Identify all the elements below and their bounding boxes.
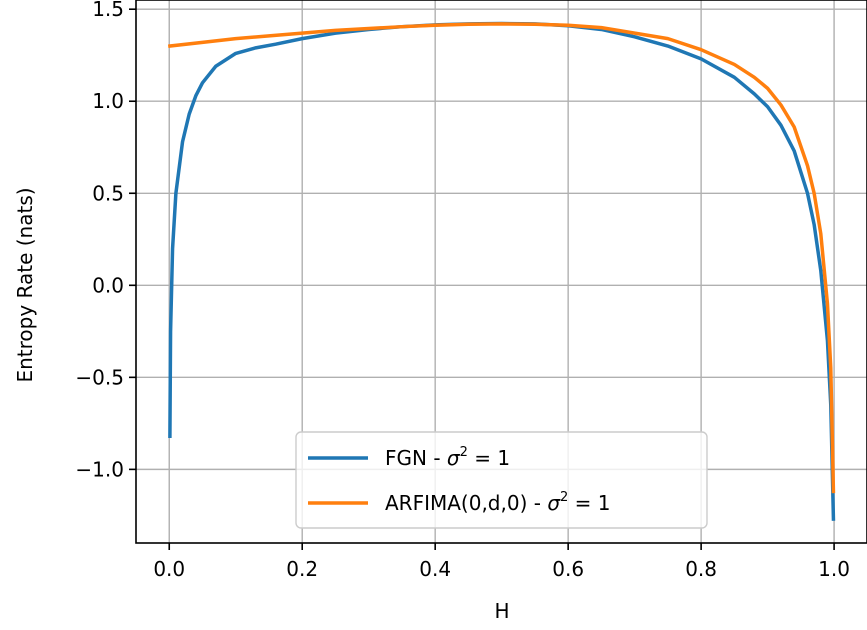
y-tick-label: 1.0 [92,89,124,113]
x-axis-label: H [494,599,509,623]
x-tick-label: 1.0 [818,557,850,581]
y-ticks: −1.0 −0.5 0.0 0.5 1.0 1.5 [75,0,136,481]
x-tick-label: 0.2 [286,557,318,581]
y-axis-label: Entropy Rate (nats) [13,187,37,382]
grid-lines [136,0,867,543]
plot-frame [135,0,867,544]
x-tick-label: 0.0 [153,557,185,581]
y-tick-label: 0.0 [92,273,124,297]
x-tick-label: 0.6 [552,557,584,581]
legend-label-arfima: ARFIMA(0,d,0) - σ2 = 1 [385,490,611,515]
y-tick-label: −0.5 [75,365,124,389]
x-tick-label: 0.4 [419,557,451,581]
y-tick-label: 1.5 [92,0,124,21]
legend: FGN - σ2 = 1 ARFIMA(0,d,0) - σ2 = 1 [295,431,708,529]
x-tick-label: 0.8 [685,557,717,581]
series-line-arfima [167,22,836,494]
legend-label-fgn-prefix: FGN - [385,446,447,470]
legend-label-fgn: FGN - σ2 = 1 [385,445,510,470]
legend-box [295,431,708,529]
legend-label-arfima-prefix: ARFIMA(0,d,0) - [385,491,547,515]
y-tick-label: −1.0 [75,457,124,481]
y-tick-label: 0.5 [92,181,124,205]
x-ticks: 0.0 0.2 0.4 0.6 0.8 1.0 [153,543,850,581]
series-lines [167,21,836,521]
